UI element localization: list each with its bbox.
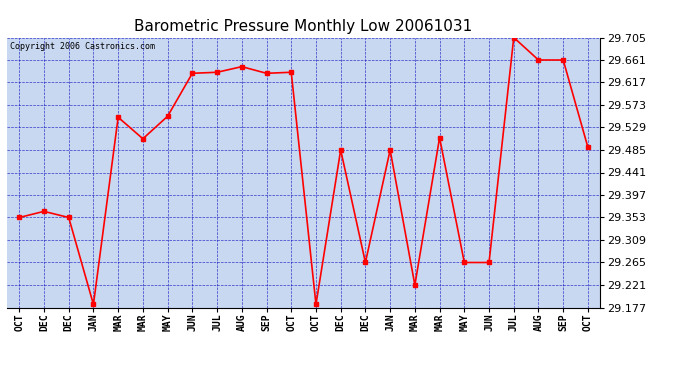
Title: Barometric Pressure Monthly Low 20061031: Barometric Pressure Monthly Low 20061031 (135, 18, 473, 33)
Text: Copyright 2006 Castronics.com: Copyright 2006 Castronics.com (10, 42, 155, 51)
